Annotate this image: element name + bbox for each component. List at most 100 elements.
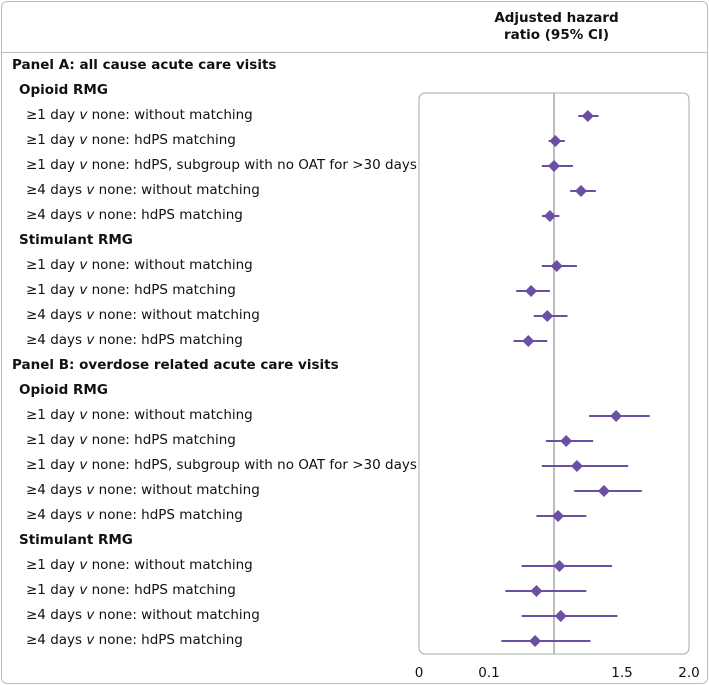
comparison-label: ≥1 day v none: without matching [26,257,253,273]
comparison-label: ≥4 days v none: without matching [26,482,260,498]
comparison-label-prefix: ≥4 days [26,507,87,523]
panel-title: Panel B: overdose related acute care vis… [12,357,339,373]
comparison-label: ≥4 days v none: hdPS matching [26,332,243,348]
comparison-label-suffix: none: hdPS matching [94,632,243,648]
comparison-label-suffix: none: hdPS matching [87,582,236,598]
group-title: Opioid RMG [19,382,108,398]
comparison-label-v: v [79,282,88,298]
comparison-label: ≥4 days v none: without matching [26,607,260,623]
comparison-label-prefix: ≥4 days [26,182,87,198]
x-tick-label: 0 [415,665,424,681]
comparison-label-v: v [79,457,88,473]
hazard-ratio-point [530,585,543,597]
comparison-label-v: v [79,432,88,448]
comparison-label: ≥1 day v none: hdPS, subgroup with no OA… [26,157,417,173]
comparison-label-suffix: none: without matching [94,307,260,323]
comparison-label-suffix: none: without matching [87,107,253,123]
hazard-ratio-point [553,560,566,572]
comparison-label-v: v [79,132,88,148]
hazard-ratio-point [525,285,538,297]
comparison-label-suffix: none: without matching [87,257,253,273]
comparison-label: ≥1 day v none: without matching [26,407,253,423]
hazard-ratio-point [597,485,610,497]
comparison-label: ≥4 days v none: without matching [26,182,260,198]
hazard-ratio-point [581,110,594,122]
comparison-label-suffix: none: without matching [94,607,260,623]
hazard-ratio-point [552,510,565,522]
hazard-ratio-point [541,310,554,322]
comparison-label-suffix: none: without matching [94,182,260,198]
hazard-ratio-point [575,185,587,197]
comparison-label-prefix: ≥1 day [26,457,80,473]
comparison-label-prefix: ≥4 days [26,482,87,498]
comparison-label-suffix: none: hdPS matching [87,282,236,298]
comparison-label-v: v [86,482,95,498]
comparison-label: ≥4 days v none: hdPS matching [26,632,243,648]
comparison-label-suffix: none: hdPS matching [94,507,243,523]
comparison-label-prefix: ≥4 days [26,607,87,623]
comparison-label-prefix: ≥1 day [26,157,80,173]
comparison-label-v: v [79,407,88,423]
group-title: Stimulant RMG [19,232,133,248]
hazard-ratio-point [570,460,583,472]
comparison-label-v: v [79,557,88,573]
hazard-ratio-point [554,610,567,622]
comparison-label-prefix: ≥4 days [26,207,87,223]
comparison-label-suffix: none: without matching [87,557,253,573]
hazard-ratio-point [560,435,573,447]
comparison-label-v: v [86,507,95,523]
group-title: Opioid RMG [19,82,108,98]
hazard-ratio-point [543,210,556,222]
comparison-label-prefix: ≥1 day [26,407,80,423]
comparison-label-suffix: none: hdPS matching [87,432,236,448]
comparison-label-v: v [86,207,95,223]
comparison-label-suffix: none: hdPS matching [94,332,243,348]
comparison-label-prefix: ≥4 days [26,632,87,648]
comparison-label-v: v [79,257,88,273]
comparison-label-v: v [86,182,95,198]
hazard-ratio-point [549,135,562,147]
comparison-label: ≥1 day v none: hdPS matching [26,282,236,298]
comparison-label-prefix: ≥1 day [26,282,80,298]
x-tick-label: 0.1 [478,665,499,681]
comparison-label-v: v [79,107,88,123]
x-tick-label: 1.5 [611,665,632,681]
comparison-label-prefix: ≥1 day [26,107,80,123]
comparison-label-v: v [86,332,95,348]
comparison-label: ≥4 days v none: hdPS matching [26,507,243,523]
comparison-label-prefix: ≥1 day [26,257,80,273]
comparison-label: ≥4 days v none: hdPS matching [26,207,243,223]
hazard-ratio-point [550,260,563,272]
comparison-label-prefix: ≥1 day [26,432,80,448]
comparison-label: ≥1 day v none: without matching [26,107,253,123]
panel-title: Panel A: all cause acute care visits [12,57,277,73]
comparison-label: ≥1 day v none: without matching [26,557,253,573]
comparison-label-prefix: ≥4 days [26,332,87,348]
x-tick-label: 2.0 [678,665,699,681]
comparison-label-suffix: none: hdPS, subgroup with no OAT for >30… [87,457,417,473]
comparison-label: ≥4 days v none: without matching [26,307,260,323]
comparison-label-v: v [86,307,95,323]
comparison-label-suffix: none: hdPS matching [87,132,236,148]
comparison-label-suffix: none: hdPS matching [94,207,243,223]
hazard-ratio-point [529,635,542,647]
comparison-label: ≥1 day v none: hdPS matching [26,432,236,448]
group-title: Stimulant RMG [19,532,133,548]
hazard-ratio-point [548,160,560,172]
hazard-ratio-point [522,335,535,347]
comparison-label: ≥1 day v none: hdPS matching [26,582,236,598]
comparison-label-suffix: none: without matching [87,407,253,423]
comparison-label-suffix: none: hdPS, subgroup with no OAT for >30… [87,157,417,173]
comparison-label-prefix: ≥1 day [26,582,80,598]
comparison-label-suffix: none: without matching [94,482,260,498]
comparison-label-prefix: ≥1 day [26,132,80,148]
column-header-hazard-ratio: Adjusted hazard ratio (95% CI) [494,10,619,43]
comparison-label-prefix: ≥1 day [26,557,80,573]
comparison-label: ≥1 day v none: hdPS matching [26,132,236,148]
comparison-label-v: v [86,632,95,648]
comparison-label-prefix: ≥4 days [26,307,87,323]
hazard-ratio-point [610,410,623,422]
comparison-label-v: v [86,607,95,623]
